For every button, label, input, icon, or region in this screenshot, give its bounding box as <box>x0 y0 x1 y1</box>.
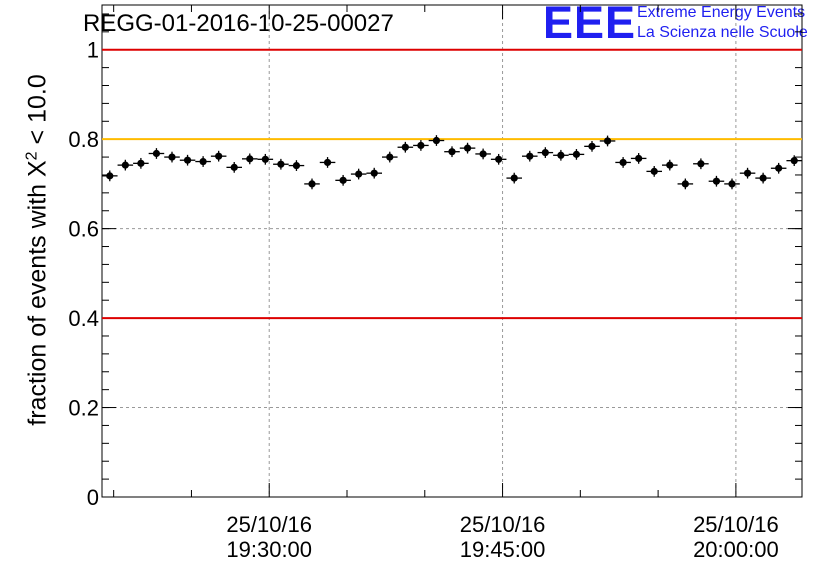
data-point <box>526 152 534 160</box>
data-point <box>775 164 783 172</box>
data-point <box>448 148 456 156</box>
data-point <box>246 155 254 163</box>
data-point <box>697 160 705 168</box>
data-point <box>168 153 176 161</box>
data-point <box>603 137 612 145</box>
data-point <box>355 170 363 178</box>
data-point <box>401 143 409 151</box>
data-point <box>728 180 736 188</box>
data-point <box>183 156 192 164</box>
eee-logo-mark: EEE <box>543 0 637 48</box>
data-point <box>323 158 332 167</box>
data-point <box>541 149 549 157</box>
data-point <box>417 141 425 150</box>
data-point <box>121 161 129 169</box>
data-point <box>572 150 581 158</box>
data-point <box>152 149 161 158</box>
y-tick-label: 0.6 <box>68 217 99 242</box>
data-point <box>557 151 565 159</box>
plot-frame <box>101 4 803 498</box>
data-point <box>463 144 472 152</box>
data-point <box>495 155 503 163</box>
data-point <box>199 157 207 166</box>
data-point <box>261 155 269 163</box>
x-tick-time-label: 19:30:00 <box>226 537 312 562</box>
data-point <box>666 161 674 169</box>
y-tick-label: 0.4 <box>68 306 99 331</box>
y-tick-label: 0.8 <box>68 127 99 152</box>
data-point <box>137 159 145 167</box>
data-point <box>588 142 596 150</box>
data-point <box>759 174 767 182</box>
x-tick-date-label: 25/10/16 <box>460 512 546 537</box>
x-tick-date-label: 25/10/16 <box>693 512 779 537</box>
data-point <box>712 177 721 185</box>
data-point <box>215 152 223 160</box>
y-tick-label: 1 <box>87 38 99 63</box>
data-point <box>650 167 658 175</box>
data-point <box>432 136 441 145</box>
eee-logo-text: Extreme Energy Events La Scienza nelle S… <box>637 3 808 43</box>
data-point <box>308 180 316 188</box>
data-point <box>277 160 285 168</box>
eee-logo-line1: Extreme Energy Events <box>637 4 806 21</box>
data-point <box>339 176 347 184</box>
data-point <box>479 150 487 158</box>
y-tick-label: 0.2 <box>68 396 99 421</box>
data-point <box>510 174 518 182</box>
data-point <box>790 157 798 165</box>
data-point <box>106 172 114 180</box>
data-point <box>386 153 394 161</box>
y-tick-label: 0 <box>87 485 99 510</box>
x-tick-time-label: 20:00:00 <box>693 537 779 562</box>
data-point <box>635 154 643 163</box>
run-title: REGG-01-2016-10-25-00027 <box>83 10 394 37</box>
x-tick-time-label: 19:45:00 <box>460 537 546 562</box>
data-point <box>681 180 689 188</box>
x-tick-date-label: 25/10/16 <box>226 512 312 537</box>
eee-logo-line2: La Scienza nelle Scuole <box>637 24 808 41</box>
data-point <box>743 169 752 177</box>
data-point <box>619 158 627 167</box>
data-point <box>230 163 238 171</box>
data-point <box>370 169 378 177</box>
data-point <box>292 161 301 170</box>
